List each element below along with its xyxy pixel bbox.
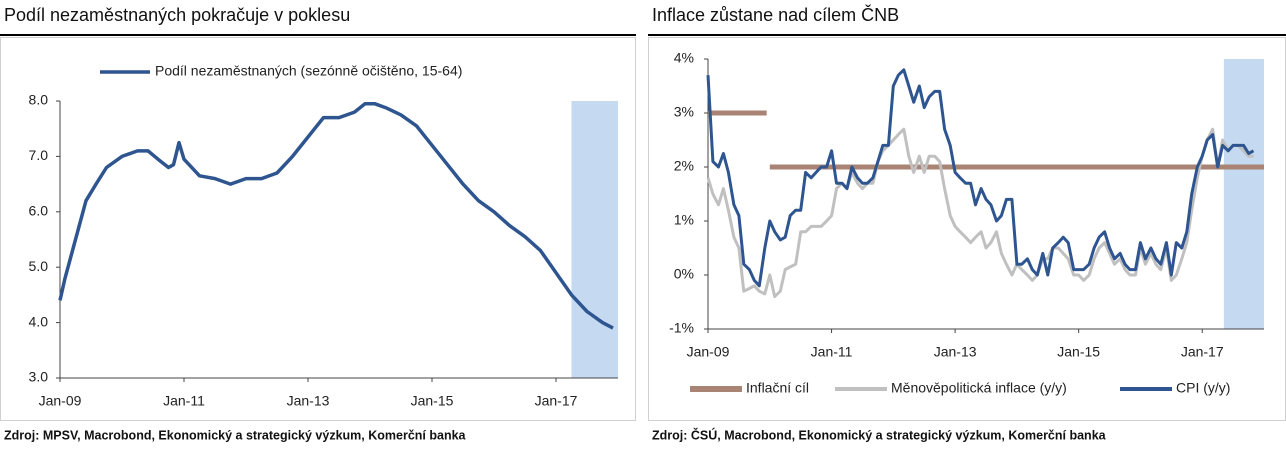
legend-label: Inflační cíl [746,380,809,396]
chart-title: Inflace zůstane nad cílem ČNB [652,4,899,25]
series-line [706,68,1255,288]
source: Zdroj: MPSV, Macrobond, Ekonomický a str… [4,428,467,442]
y-tick-label: 8.0 [29,92,49,108]
y-tick-label: 7.0 [29,147,49,163]
x-tick-label: Jan-15 [411,393,454,409]
legend-label: Měnověpolitická inflace (y/y) [891,380,1067,396]
chart-title: Podíl nezaměstnaných pokračuje v poklesu [4,5,350,25]
x-tick-label: Jan-15 [1057,344,1100,360]
y-tick-label: 3.0 [29,369,49,385]
x-tick-label: Jan-13 [934,344,977,360]
y-tick-label: 6.0 [29,203,49,219]
y-tick-label: -1% [669,320,694,336]
legend-label: Podíl nezaměstnaných (sezónně očištěno, … [155,63,462,79]
legend-label: CPI (y/y) [1176,380,1230,396]
series-line [58,102,614,330]
panel-frame [0,37,636,421]
x-tick-label: Jan-09 [39,393,82,409]
y-tick-label: 2% [674,158,694,174]
x-tick-label: Jan-17 [535,393,578,409]
source: Zdroj: ČSÚ, Macrobond, Ekonomický a stra… [652,427,1107,442]
y-tick-label: 0% [674,266,694,282]
y-tick-label: 5.0 [29,258,49,274]
x-tick-label: Jan-11 [811,344,853,360]
forecast-band [1223,59,1264,329]
series-line [708,110,1264,170]
x-tick-label: Jan-13 [287,393,330,409]
y-tick-label: 1% [674,212,694,228]
y-tick-label: 3% [674,104,694,120]
y-tick-label: 4% [674,50,694,66]
forecast-band [571,101,618,378]
x-tick-label: Jan-11 [163,393,205,409]
y-tick-label: 4.0 [29,313,49,329]
x-tick-label: Jan-09 [687,344,730,360]
x-tick-label: Jan-17 [1181,344,1224,360]
